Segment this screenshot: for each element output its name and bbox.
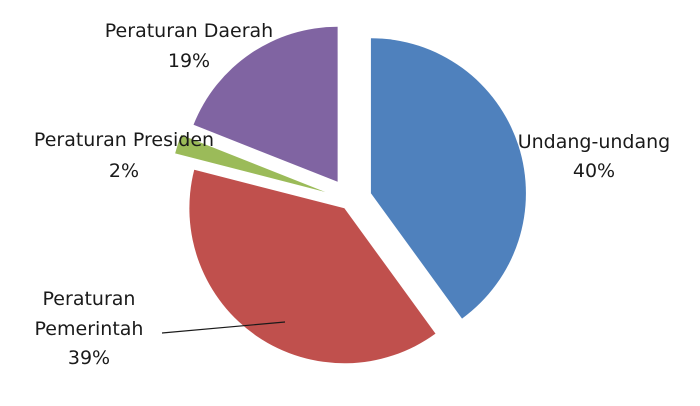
label-peraturan-daerah: Peraturan Daerah xyxy=(105,20,273,42)
label-peraturan-pemerintah-percent: 39% xyxy=(68,347,110,369)
label-undang-undang-percent: 40% xyxy=(573,160,615,182)
pie-slice-peraturan-pemerintah xyxy=(189,169,436,364)
label-peraturan-presiden-percent: 2% xyxy=(109,160,139,182)
pie-slice-undang-undang xyxy=(370,38,526,319)
label-peraturan-pemerintah-line2: Pemerintah xyxy=(35,318,144,340)
label-peraturan-daerah-percent: 19% xyxy=(168,50,210,72)
label-peraturan-presiden: Peraturan Presiden xyxy=(34,129,214,151)
pie-slice-peraturan-presiden xyxy=(175,134,326,192)
leader-line-peraturan-pemerintah xyxy=(161,321,286,334)
label-peraturan-pemerintah-line1: Peraturan xyxy=(43,288,136,310)
pie-slice-peraturan-daerah xyxy=(193,26,338,182)
label-undang-undang: Undang-undang xyxy=(518,131,671,153)
pie-slices xyxy=(175,26,526,364)
